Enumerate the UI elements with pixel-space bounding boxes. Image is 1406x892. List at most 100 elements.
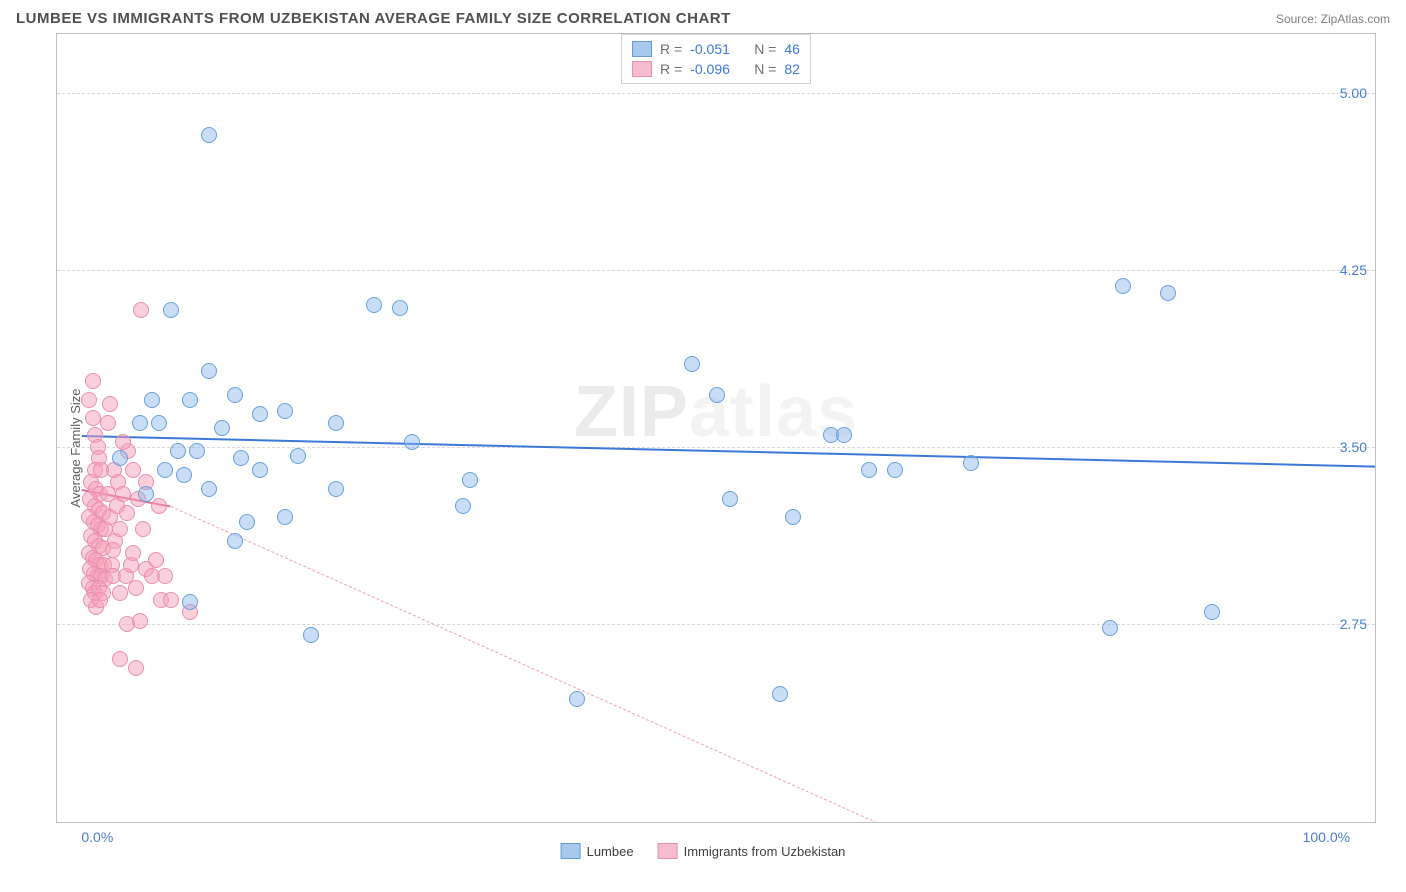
scatter-point bbox=[128, 660, 144, 676]
scatter-point bbox=[105, 542, 121, 558]
chart-title: LUMBEE VS IMMIGRANTS FROM UZBEKISTAN AVE… bbox=[16, 10, 731, 27]
scatter-point bbox=[163, 302, 179, 318]
scatter-point bbox=[170, 443, 186, 459]
scatter-point bbox=[176, 467, 192, 483]
scatter-point bbox=[366, 297, 382, 313]
swatch-lumbee-icon bbox=[561, 843, 581, 859]
y-tick-label: 3.50 bbox=[1340, 439, 1367, 455]
trend-line bbox=[171, 506, 882, 823]
scatter-point bbox=[861, 462, 877, 478]
swatch-uzbekistan bbox=[632, 61, 652, 77]
scatter-point bbox=[328, 415, 344, 431]
scatter-point bbox=[182, 594, 198, 610]
gridline bbox=[57, 270, 1375, 271]
scatter-point bbox=[963, 455, 979, 471]
scatter-point bbox=[151, 498, 167, 514]
scatter-point bbox=[125, 545, 141, 561]
x-axis-min-label: 0.0% bbox=[81, 829, 113, 845]
scatter-point bbox=[148, 552, 164, 568]
scatter-point bbox=[201, 481, 217, 497]
scatter-point bbox=[462, 472, 478, 488]
scatter-point bbox=[132, 415, 148, 431]
swatch-uzbekistan-icon bbox=[658, 843, 678, 859]
x-axis-max-label: 100.0% bbox=[1303, 829, 1350, 845]
x-tick bbox=[1352, 822, 1353, 823]
scatter-point bbox=[163, 592, 179, 608]
x-tick bbox=[1034, 822, 1035, 823]
y-tick-label: 4.25 bbox=[1340, 262, 1367, 278]
scatter-point bbox=[785, 509, 801, 525]
scatter-point bbox=[201, 363, 217, 379]
plot-region: ZIPatlas R = -0.051 N = 46 R = -0.096 N … bbox=[56, 33, 1376, 823]
scatter-point bbox=[1160, 285, 1176, 301]
scatter-point bbox=[214, 420, 230, 436]
scatter-point bbox=[252, 406, 268, 422]
x-tick bbox=[400, 822, 401, 823]
scatter-point bbox=[102, 396, 118, 412]
scatter-point bbox=[157, 568, 173, 584]
scatter-point bbox=[115, 486, 131, 502]
watermark: ZIPatlas bbox=[574, 371, 858, 453]
scatter-point bbox=[144, 392, 160, 408]
swatch-lumbee bbox=[632, 41, 652, 57]
scatter-point bbox=[404, 434, 420, 450]
scatter-point bbox=[709, 387, 725, 403]
scatter-point bbox=[277, 403, 293, 419]
scatter-point bbox=[569, 691, 585, 707]
legend-item-uzbekistan: Immigrants from Uzbekistan bbox=[658, 843, 846, 859]
x-tick bbox=[717, 822, 718, 823]
scatter-point bbox=[112, 521, 128, 537]
scatter-point bbox=[112, 585, 128, 601]
scatter-point bbox=[772, 686, 788, 702]
scatter-point bbox=[836, 427, 852, 443]
x-tick bbox=[241, 822, 242, 823]
series-legend: Lumbee Immigrants from Uzbekistan bbox=[561, 843, 846, 859]
scatter-point bbox=[115, 434, 131, 450]
r-value-lumbee: -0.051 bbox=[690, 41, 746, 57]
scatter-point bbox=[887, 462, 903, 478]
legend-item-lumbee: Lumbee bbox=[561, 843, 634, 859]
scatter-point bbox=[81, 392, 97, 408]
scatter-point bbox=[132, 613, 148, 629]
scatter-point bbox=[303, 627, 319, 643]
scatter-point bbox=[1204, 604, 1220, 620]
gridline bbox=[57, 93, 1375, 94]
legend-row-uzbekistan: R = -0.096 N = 82 bbox=[632, 59, 800, 79]
scatter-point bbox=[227, 387, 243, 403]
x-tick bbox=[558, 822, 559, 823]
chart-area: Average Family Size ZIPatlas R = -0.051 … bbox=[8, 33, 1398, 863]
x-tick bbox=[876, 822, 877, 823]
header: LUMBEE VS IMMIGRANTS FROM UZBEKISTAN AVE… bbox=[8, 8, 1398, 33]
scatter-point bbox=[233, 450, 249, 466]
scatter-point bbox=[138, 486, 154, 502]
scatter-point bbox=[157, 462, 173, 478]
scatter-point bbox=[227, 533, 243, 549]
scatter-point bbox=[201, 127, 217, 143]
scatter-point bbox=[85, 410, 101, 426]
scatter-point bbox=[125, 462, 141, 478]
scatter-point bbox=[112, 651, 128, 667]
scatter-point bbox=[1102, 620, 1118, 636]
scatter-point bbox=[189, 443, 205, 459]
scatter-point bbox=[252, 462, 268, 478]
scatter-point bbox=[684, 356, 700, 372]
trend-line bbox=[82, 435, 1376, 468]
gridline bbox=[57, 447, 1375, 448]
scatter-point bbox=[112, 450, 128, 466]
scatter-point bbox=[151, 415, 167, 431]
x-tick bbox=[1193, 822, 1194, 823]
scatter-point bbox=[392, 300, 408, 316]
scatter-point bbox=[92, 592, 108, 608]
y-tick-label: 2.75 bbox=[1340, 616, 1367, 632]
scatter-point bbox=[119, 505, 135, 521]
scatter-point bbox=[1115, 278, 1131, 294]
x-tick bbox=[82, 822, 83, 823]
n-value-uzbekistan: 82 bbox=[784, 61, 800, 77]
scatter-point bbox=[85, 373, 101, 389]
scatter-point bbox=[182, 392, 198, 408]
y-tick-label: 5.00 bbox=[1340, 85, 1367, 101]
scatter-point bbox=[239, 514, 255, 530]
n-value-lumbee: 46 bbox=[784, 41, 800, 57]
scatter-point bbox=[133, 302, 149, 318]
scatter-point bbox=[290, 448, 306, 464]
